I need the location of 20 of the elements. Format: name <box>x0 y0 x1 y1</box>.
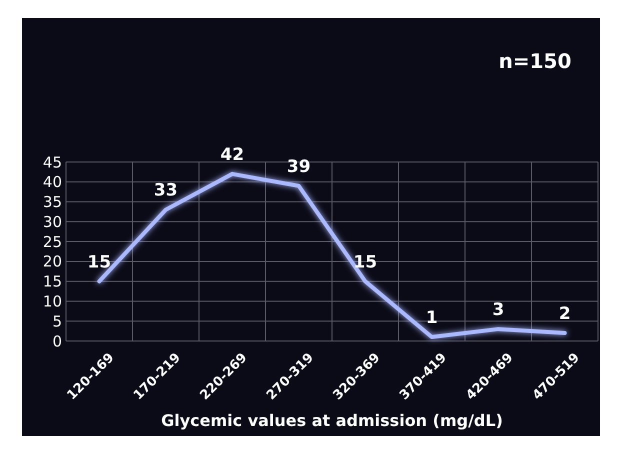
y-tick-label: 35 <box>42 193 62 212</box>
text: n=150 <box>498 49 572 73</box>
data-label: 33 <box>154 180 178 201</box>
y-tick-label: 45 <box>42 153 62 172</box>
y-tick-label: 15 <box>42 272 62 291</box>
y-tick-label: 20 <box>42 252 62 271</box>
data-label: 3 <box>492 300 504 320</box>
data-label: 1 <box>426 308 438 328</box>
data-label: 42 <box>220 144 244 165</box>
y-tick-label: 10 <box>42 292 62 310</box>
x-axis-title: Glycemic values at admission (mg/dL) <box>161 411 503 430</box>
y-tick-label: 0 <box>52 332 62 350</box>
y-tick-label: 25 <box>42 232 62 251</box>
data-label: 15 <box>353 252 378 272</box>
y-tick-label: 30 <box>42 212 62 231</box>
y-tick-label: 40 <box>42 173 62 192</box>
data-label: 2 <box>558 304 571 324</box>
data-label: 39 <box>286 156 311 177</box>
y-tick-label: 5 <box>52 312 62 330</box>
data-label: 15 <box>87 252 112 272</box>
